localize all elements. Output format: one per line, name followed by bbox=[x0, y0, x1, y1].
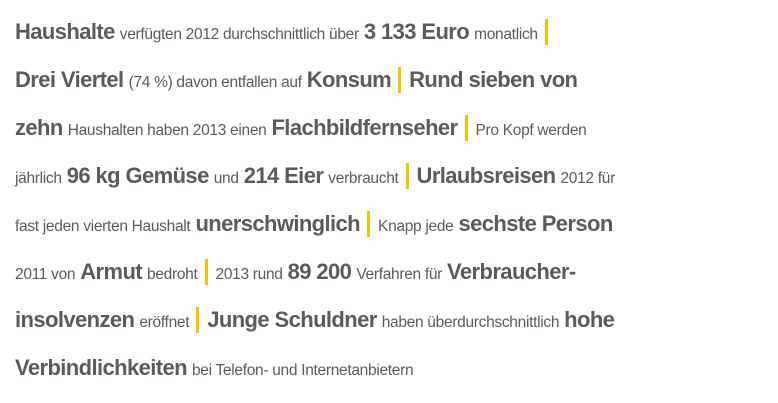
body-text: Pro Kopf werden bbox=[475, 122, 587, 139]
body-text: Knapp jede bbox=[378, 218, 454, 235]
highlight-text: 89 200 bbox=[287, 259, 352, 284]
separator-bar bbox=[464, 115, 468, 141]
text-line: jährlich 96 kg Gemüse und 214 Eier verbrauch… bbox=[15, 152, 620, 200]
highlight-text: Flachbildfernseher bbox=[271, 115, 458, 140]
highlight-text: zehn bbox=[15, 115, 63, 140]
text-line: fast jeden vierten Haushalt unerschwingli… bbox=[15, 200, 620, 248]
highlight-text: insolvenzen bbox=[15, 307, 135, 332]
highlight-text: Urlaubsreisen bbox=[416, 163, 557, 188]
text-line: Verbindlichkeiten bei Telefon- und Intern… bbox=[15, 344, 620, 392]
body-text: jährlich bbox=[15, 170, 62, 187]
highlight-text: unerschwinglich bbox=[195, 211, 361, 236]
body-text: und bbox=[213, 170, 239, 187]
body-text: monatlich bbox=[474, 26, 538, 43]
text-line: insolvenzen eröffnet Junge Schuldner haben … bbox=[15, 296, 620, 344]
highlight-text: Verbraucher- bbox=[447, 259, 576, 284]
separator-bar bbox=[544, 19, 548, 45]
highlight-text: 214 Eier bbox=[243, 163, 324, 188]
highlight-text: Rund sieben von bbox=[409, 67, 578, 92]
body-text: fast jeden vierten Haushalt bbox=[15, 218, 191, 235]
body-text: verfügten 2012 durchschnittlich über bbox=[119, 26, 359, 43]
body-text: Haushalten haben 2013 einen bbox=[67, 122, 267, 139]
body-text: verbraucht bbox=[328, 170, 399, 187]
highlight-text: Drei Viertel bbox=[15, 67, 124, 92]
highlight-text: 96 kg Gemüse bbox=[66, 163, 210, 188]
highlight-text: sechste Person bbox=[458, 211, 613, 236]
text-line: zehn Haushalten haben 2013 einen Flachbild… bbox=[15, 104, 620, 152]
highlight-text: Konsum bbox=[306, 67, 392, 92]
separator-bar bbox=[398, 67, 402, 93]
facts-paragraph: Haushalte verfügten 2012 durchschnittlich… bbox=[15, 8, 620, 392]
highlight-text: 3 133 Euro bbox=[363, 19, 470, 44]
body-text: eröffnet bbox=[139, 314, 190, 331]
body-text: (74 %) davon entfallen auf bbox=[128, 74, 302, 91]
text-line: Haushalte verfügten 2012 durchschnittlich… bbox=[15, 8, 620, 56]
text-line: Drei Viertel (74 %) davon entfallen auf Ko… bbox=[15, 56, 620, 104]
highlight-text: Junge Schuldner bbox=[207, 307, 377, 332]
body-text: 2012 für bbox=[560, 170, 615, 187]
body-text: 2011 von bbox=[15, 266, 76, 283]
text-line: 2011 von Armut bedroht 2013 rund 89 200 Verfa… bbox=[15, 248, 620, 296]
body-text: haben überdurchschnittlich bbox=[381, 314, 560, 331]
separator-bar bbox=[204, 259, 208, 285]
separator-bar bbox=[405, 163, 409, 189]
highlight-text: Haushalte bbox=[15, 19, 115, 44]
body-text: bei Telefon- und Internetanbietern bbox=[191, 362, 414, 379]
highlight-text: Verbindlichkeiten bbox=[15, 355, 188, 380]
highlight-text: hohe bbox=[564, 307, 615, 332]
separator-bar bbox=[196, 307, 200, 333]
body-text: 2013 rund bbox=[215, 266, 283, 283]
separator-bar bbox=[367, 211, 371, 237]
highlight-text: Armut bbox=[80, 259, 143, 284]
body-text: Verfahren für bbox=[356, 266, 443, 283]
body-text: bedroht bbox=[147, 266, 198, 283]
